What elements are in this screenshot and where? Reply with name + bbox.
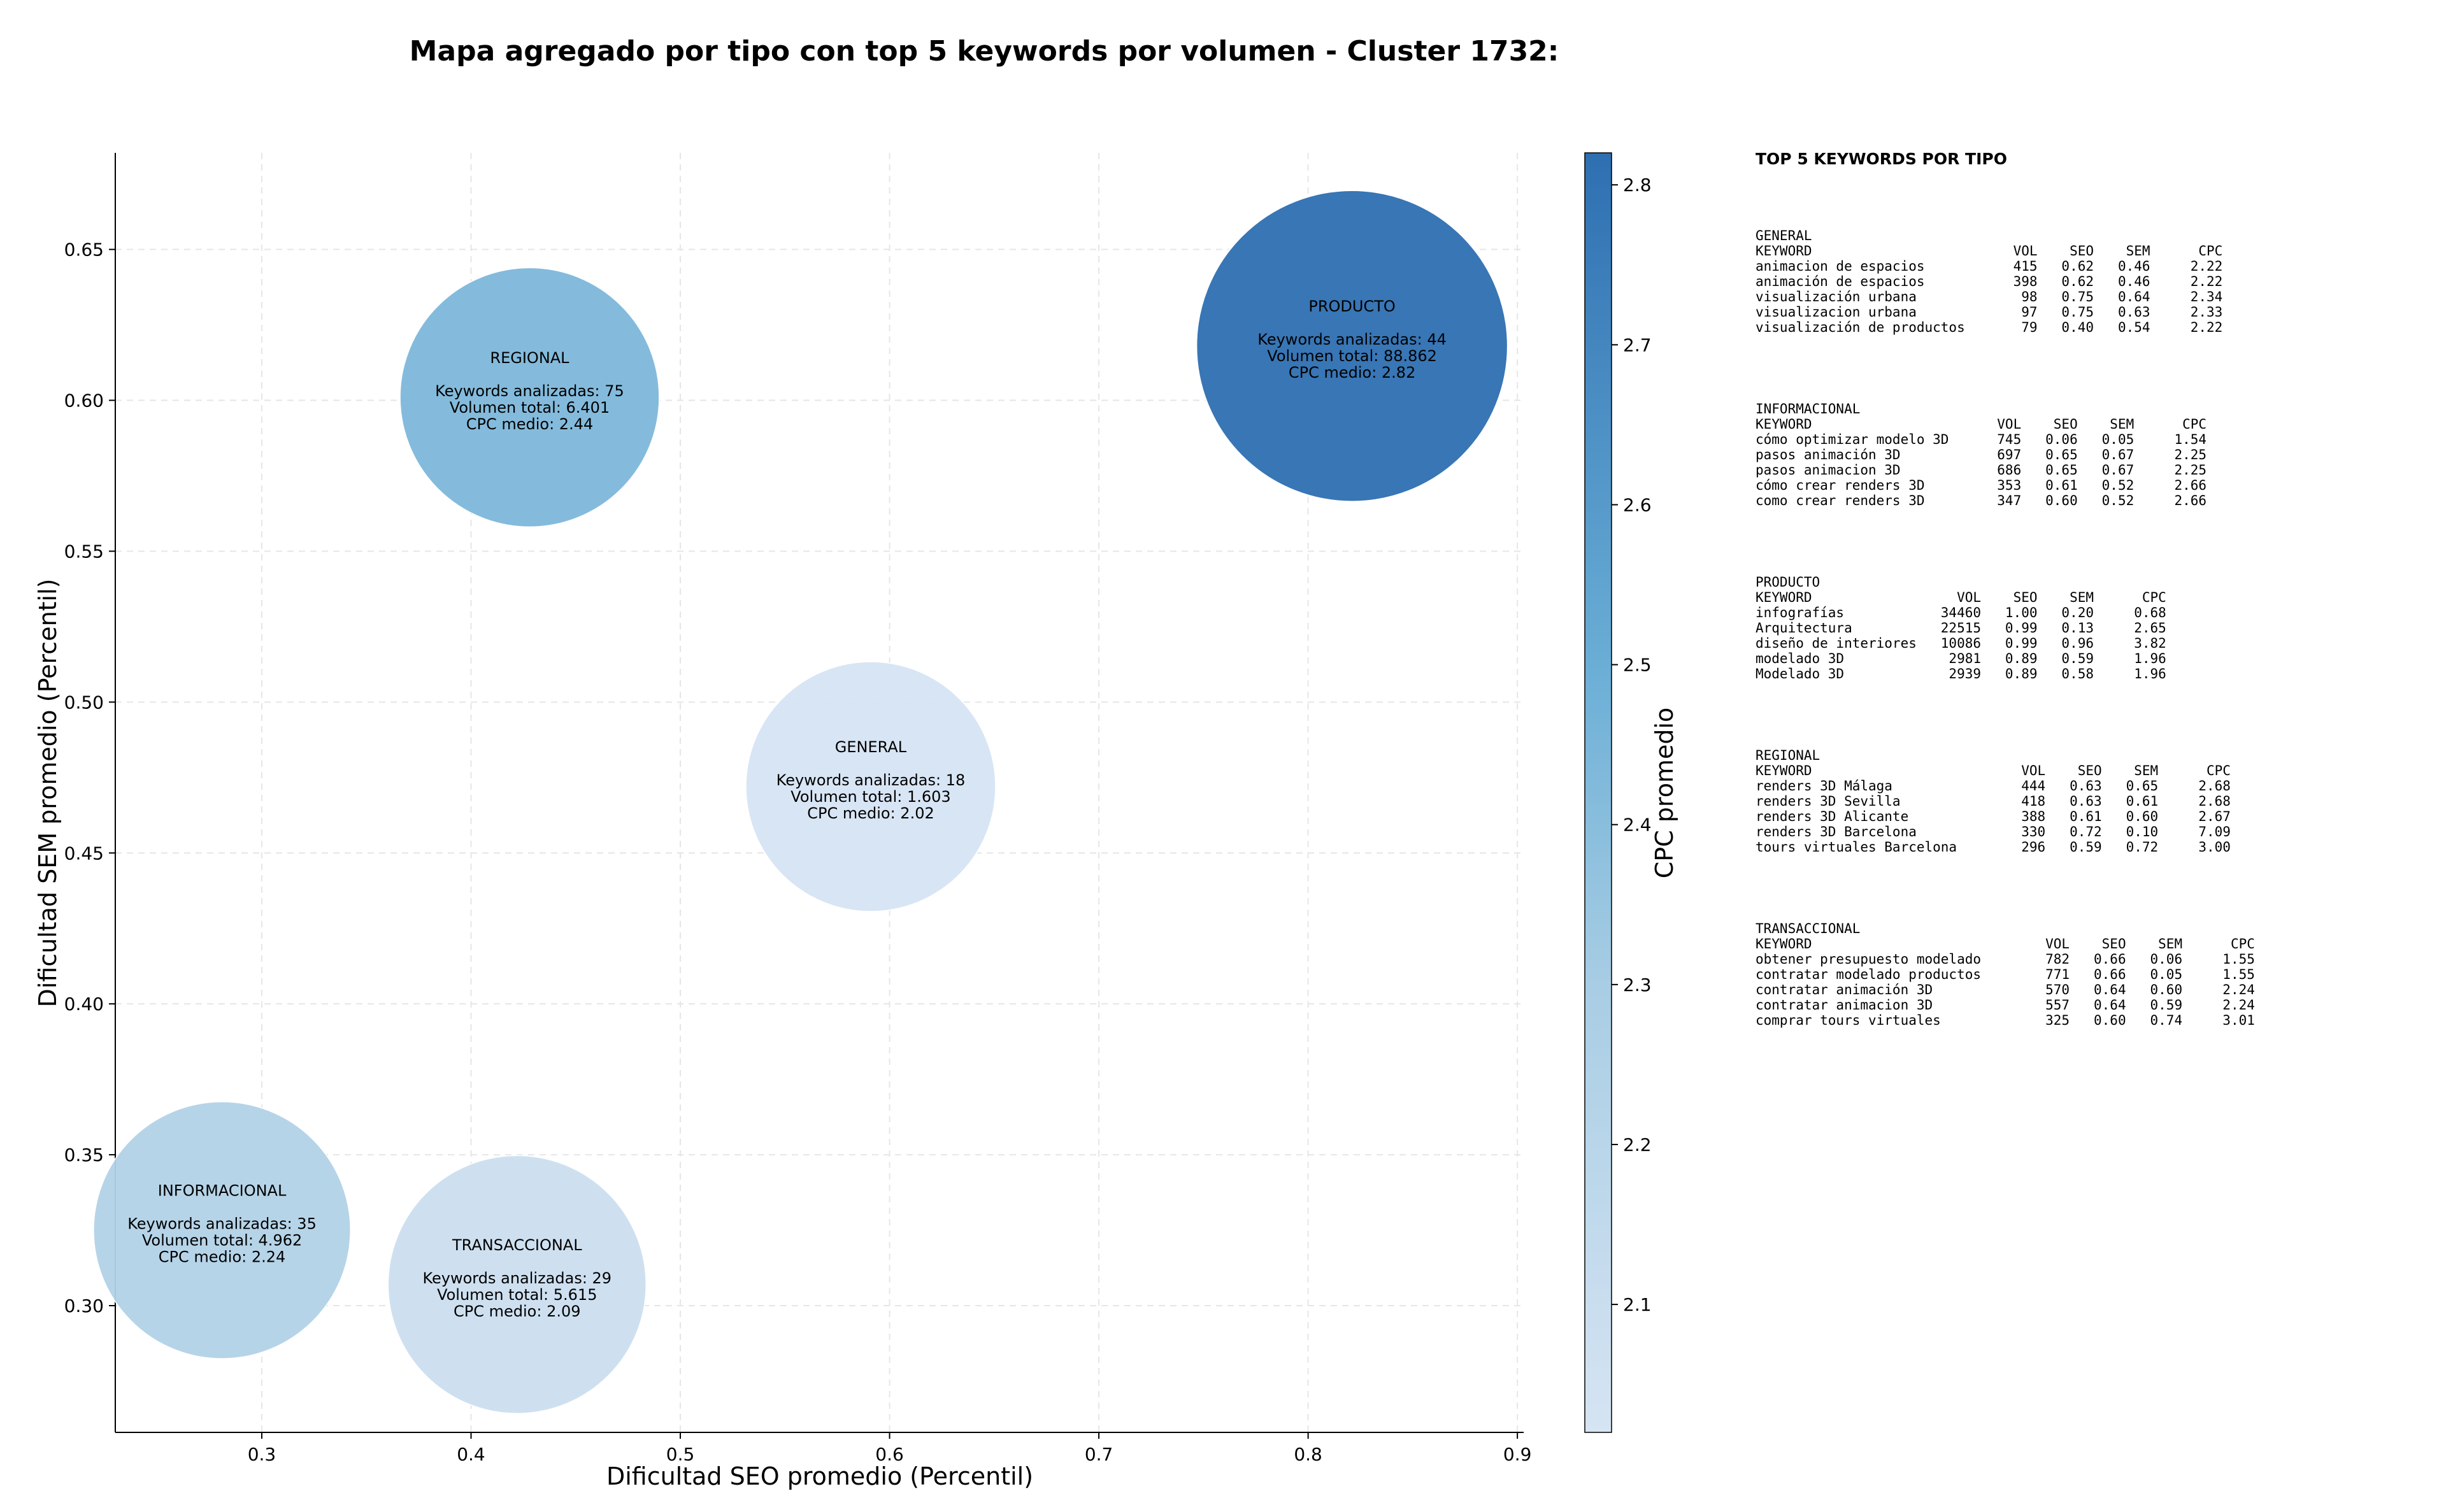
table-group-text: INFORMACIONAL KEYWORD VOL SEO SEM CPC có… <box>1756 401 2207 508</box>
table-group-text: GENERAL KEYWORD VOL SEO SEM CPC animacio… <box>1756 228 2223 335</box>
x-tick-label: 0.6 <box>875 1444 904 1465</box>
table-group-informacional: INFORMACIONAL KEYWORD VOL SEO SEM CPC có… <box>1756 401 2255 508</box>
tick-labels: 0.3 0.4 0.5 0.6 0.7 0.8 0.9 0.30 0.35 0.40 0.45 0.5… <box>64 239 1532 1465</box>
top-keywords-table: TOP 5 KEYWORDS POR TIPO GENERAL KEYWORD … <box>1756 150 2255 1094</box>
bubble-transaccional-label: TRANSACCIONAL <box>452 1236 582 1254</box>
bubble-producto-label: PRODUCTO <box>1308 297 1395 315</box>
bubble-general-label: Keywords analizadas: 18 <box>776 771 966 789</box>
colorbar-tick-label: 2.8 <box>1623 175 1652 196</box>
bubble-informacional-label: INFORMACIONAL <box>158 1182 287 1200</box>
bubble-producto-label: Keywords analizadas: 44 <box>1257 331 1447 348</box>
table-group-producto: PRODUCTO KEYWORD VOL SEO SEM CPC infogra… <box>1756 574 2255 681</box>
y-tick-label: 0.55 <box>64 541 104 562</box>
colorbar-tick-label: 2.1 <box>1623 1294 1652 1315</box>
y-tick-label: 0.35 <box>64 1145 104 1166</box>
colorbar-tick-label: 2.2 <box>1623 1134 1652 1155</box>
y-tick-label: 0.65 <box>64 239 104 260</box>
bubble-informacional-label: Keywords analizadas: 35 <box>127 1215 317 1233</box>
y-tick-label: 0.50 <box>64 692 104 713</box>
bubble-regional-label: CPC medio: 2.44 <box>466 415 594 433</box>
colorbar-tick-label: 2.3 <box>1623 974 1652 995</box>
table-heading: TOP 5 KEYWORDS POR TIPO <box>1756 150 2007 168</box>
table-group-text: TRANSACCIONAL KEYWORD VOL SEO SEM CPC ob… <box>1756 921 2255 1028</box>
bubble-transaccional-label: CPC medio: 2.09 <box>454 1302 581 1320</box>
bubble-transaccional <box>387 1155 647 1415</box>
x-tick-label: 0.8 <box>1294 1444 1322 1465</box>
bubble-producto-label: CPC medio: 2.82 <box>1289 364 1416 382</box>
table-group-transaccional: TRANSACCIONAL KEYWORD VOL SEO SEM CPC ob… <box>1756 921 2255 1028</box>
table-group-text: PRODUCTO KEYWORD VOL SEO SEM CPC infogra… <box>1756 574 2166 681</box>
y-tick-label: 0.30 <box>64 1295 104 1316</box>
bubble-general-label: CPC medio: 2.02 <box>807 804 934 822</box>
y-tick-label: 0.60 <box>64 390 104 411</box>
chart-title: Mapa agregado por tipo con top 5 keyword… <box>409 35 1559 68</box>
bubble-regional-label: Volumen total: 6.401 <box>450 399 610 417</box>
x-tick-label: 0.3 <box>248 1444 276 1465</box>
bubble-producto-label: Volumen total: 88.862 <box>1267 347 1437 365</box>
x-tick-label: 0.7 <box>1085 1444 1113 1465</box>
y-axis-title: Dificultad SEM promedio (Percentil) <box>34 579 62 1008</box>
colorbar-title: CPC promedio <box>1650 708 1678 879</box>
y-tick-label: 0.45 <box>64 843 104 864</box>
bubble-general-label: Volumen total: 1.603 <box>790 788 950 806</box>
bubble-informacional-label: Volumen total: 4.962 <box>142 1232 302 1250</box>
x-tick-label: 0.9 <box>1503 1444 1532 1465</box>
table-group-text: REGIONAL KEYWORD VOL SEO SEM CPC renders… <box>1756 748 2231 855</box>
bubble-transaccional-label: Keywords analizadas: 29 <box>422 1269 612 1287</box>
bubble-producto <box>1196 190 1508 502</box>
x-axis-title: Dificultad SEO promedio (Percentil) <box>606 1462 1033 1490</box>
colorbar-tick-label: 2.7 <box>1623 334 1652 355</box>
colorbar-tick-label: 2.4 <box>1623 815 1652 836</box>
x-tick-label: 0.5 <box>666 1444 695 1465</box>
table-group-general: GENERAL KEYWORD VOL SEO SEM CPC animacio… <box>1756 228 2255 335</box>
bubble-regional-label: REGIONAL <box>490 349 569 367</box>
table-group-regional: REGIONAL KEYWORD VOL SEO SEM CPC renders… <box>1756 748 2255 855</box>
y-tick-label: 0.40 <box>64 994 104 1015</box>
bubble-regional-label: Keywords analizadas: 75 <box>435 382 624 400</box>
x-tick-label: 0.4 <box>457 1444 485 1465</box>
bubble-informacional-label: CPC medio: 2.24 <box>159 1248 286 1266</box>
colorbar-gradient <box>1584 152 1612 1433</box>
colorbar-tick-label: 2.6 <box>1623 494 1652 515</box>
bubble-general <box>745 661 996 912</box>
table-groups: GENERAL KEYWORD VOL SEO SEM CPC animacio… <box>1756 228 2255 1028</box>
colorbar-tick-label: 2.5 <box>1623 655 1652 676</box>
bubble-regional <box>399 267 660 527</box>
colorbar: 2.1 2.2 2.3 2.4 2.5 2.6 2.7 2.8 <box>1584 152 1652 1433</box>
bubble-informacional <box>93 1101 351 1359</box>
bubble-transaccional-label: Volumen total: 5.615 <box>437 1286 597 1304</box>
bubble-general-label: GENERAL <box>835 738 907 756</box>
